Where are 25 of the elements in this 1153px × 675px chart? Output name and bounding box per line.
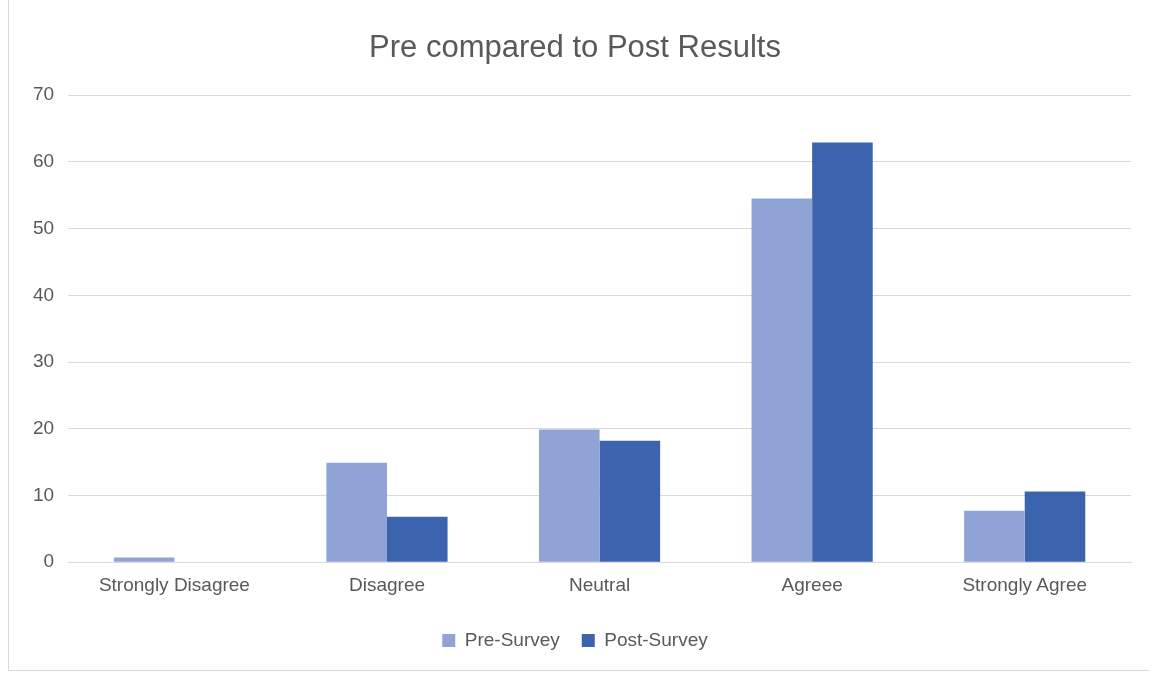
bar [538,429,600,562]
y-tick-label: 30 [32,350,55,372]
y-tick-label: 20 [32,417,55,439]
bar [751,198,813,562]
x-tick-label: Disagree [348,573,426,595]
legend-label: Pre-Survey [464,628,561,650]
bar [1024,491,1086,562]
y-tick-label: 60 [32,150,55,172]
bar [386,516,448,562]
bar [812,142,873,562]
x-tick-label: Strongly Agree [962,573,1088,595]
legend-label: Post-Survey [604,628,709,650]
y-tick-label: 40 [32,283,55,305]
bar [113,557,175,562]
bar [964,510,1025,562]
y-tick-label: 10 [32,483,55,505]
y-tick-label: 70 [32,83,55,105]
bar [326,462,387,562]
bar [599,440,661,562]
x-tick-label: Strongly Disagree [98,573,250,595]
y-tick-label: 0 [43,550,55,572]
y-tick-label: 50 [32,216,55,238]
x-tick-label: Neutral [568,573,631,595]
x-tick-label: Agreee [781,573,843,595]
chart-title: Pre compared to Post Results [369,29,781,65]
